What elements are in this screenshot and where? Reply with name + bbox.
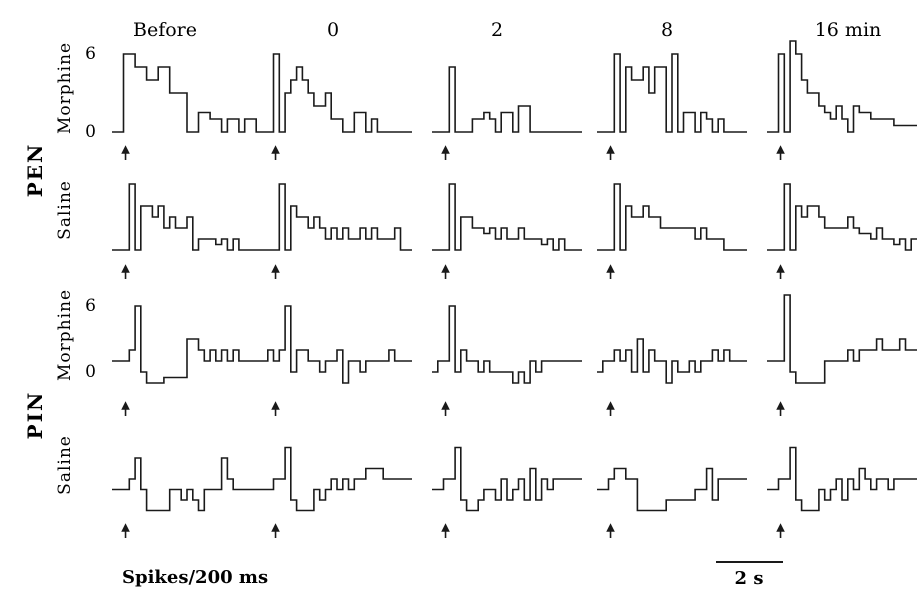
spike-histogram-trace xyxy=(432,183,582,251)
column-label: 16 min xyxy=(815,19,882,41)
spike-histogram-trace xyxy=(432,66,582,133)
spike-histogram-trace xyxy=(112,53,262,133)
spike-histogram-trace xyxy=(597,467,747,512)
spike-histogram-trace xyxy=(262,446,412,512)
stimulus-arrowhead xyxy=(606,523,615,532)
row-label: Morphine xyxy=(55,289,75,381)
y-tick-label: 6 xyxy=(85,296,96,316)
stimulus-arrowhead xyxy=(606,264,615,273)
stimulus-arrowhead xyxy=(776,523,785,532)
spike-histogram-trace xyxy=(597,338,747,384)
row-label: Saline xyxy=(55,180,75,240)
y-tick-label: 0 xyxy=(85,362,96,382)
stimulus-arrowhead xyxy=(271,401,280,410)
spike-histogram-trace xyxy=(767,446,917,512)
group-label: PIN xyxy=(23,391,47,440)
column-label: 2 xyxy=(491,19,503,41)
spike-histogram-trace xyxy=(432,446,582,512)
stimulus-arrowhead xyxy=(271,145,280,154)
spike-histogram-trace xyxy=(767,183,917,251)
column-label: 0 xyxy=(327,19,339,41)
spike-histogram-trace xyxy=(112,305,262,384)
stimulus-arrowhead xyxy=(606,145,615,154)
spike-histogram-trace xyxy=(262,305,412,384)
row-label: Saline xyxy=(55,435,75,495)
stimulus-arrowhead xyxy=(271,264,280,273)
spike-histogram-trace xyxy=(597,183,747,251)
stimulus-arrowhead xyxy=(441,523,450,532)
spike-histogram-trace xyxy=(767,294,917,384)
y-unit-label: Spikes/200 ms xyxy=(122,567,268,588)
stimulus-arrowhead xyxy=(121,264,130,273)
spike-histogram-trace xyxy=(112,183,262,251)
stimulus-arrowhead xyxy=(441,264,450,273)
stimulus-arrowhead xyxy=(776,401,785,410)
stimulus-arrowhead xyxy=(121,145,130,154)
stimulus-arrowhead xyxy=(606,401,615,410)
spike-histogram-trace xyxy=(112,457,262,512)
column-label: Before xyxy=(133,19,197,41)
spike-histogram-trace xyxy=(262,183,412,251)
spike-histogram-trace xyxy=(262,53,412,133)
y-tick-label: 0 xyxy=(85,122,96,142)
column-label: 8 xyxy=(661,19,673,41)
stimulus-arrowhead xyxy=(441,401,450,410)
spike-histogram-trace xyxy=(432,305,582,384)
stimulus-arrowhead xyxy=(776,145,785,154)
group-label: PEN xyxy=(23,143,47,198)
stimulus-arrowhead xyxy=(121,523,130,532)
stimulus-arrowhead xyxy=(271,523,280,532)
stimulus-arrowhead xyxy=(776,264,785,273)
spike-histogram-trace xyxy=(597,53,747,133)
stimulus-arrowhead xyxy=(441,145,450,154)
spike-histogram-trace xyxy=(767,40,917,133)
row-label: Morphine xyxy=(55,42,75,134)
scale-bar-label: 2 s xyxy=(735,568,764,589)
y-tick-label: 6 xyxy=(85,44,96,64)
stimulus-arrowhead xyxy=(121,401,130,410)
